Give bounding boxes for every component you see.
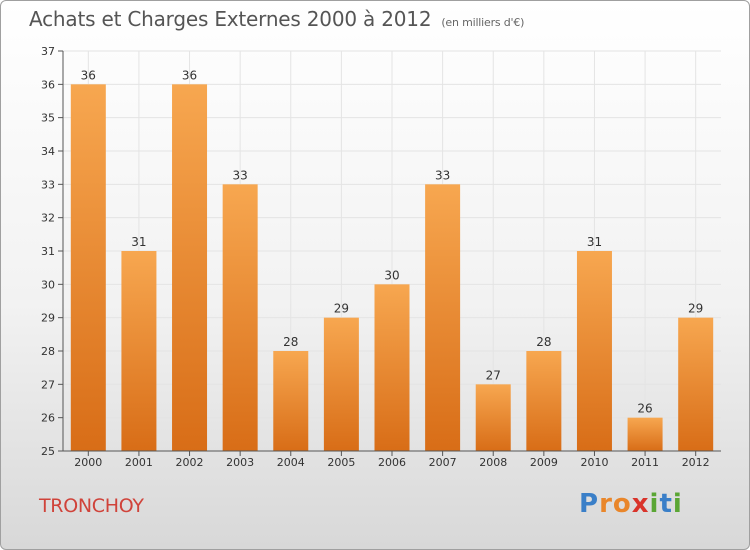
bar-2003: [222, 184, 258, 452]
x-tick-label: 2004: [277, 456, 305, 469]
town-name: TRONCHOY: [39, 495, 144, 517]
logo-letter: x: [631, 489, 650, 519]
logo-letter: r: [599, 489, 613, 519]
logo-letter: o: [612, 489, 632, 519]
data-label: 27: [486, 368, 501, 382]
y-tick-label: 36: [41, 78, 55, 91]
data-label: 33: [435, 168, 450, 182]
chart-title: Achats et Charges Externes 2000 à 2012 (e…: [29, 7, 524, 31]
data-label: 36: [182, 68, 197, 82]
logo-letter: t: [659, 489, 673, 519]
y-tick-label: 28: [41, 345, 55, 358]
x-tick-label: 2002: [176, 456, 204, 469]
data-label: 30: [384, 268, 399, 282]
logo-letter: i: [672, 489, 683, 519]
bar-2005: [323, 317, 359, 451]
bar-2007: [425, 184, 461, 452]
x-tick-label: 2001: [125, 456, 153, 469]
data-label: 31: [587, 235, 602, 249]
y-tick-label: 27: [41, 378, 55, 391]
bar-2011: [627, 417, 663, 451]
data-label: 29: [334, 302, 349, 316]
data-label: 36: [81, 68, 96, 82]
unit-label: (en milliers d'€): [441, 16, 525, 29]
x-tick-label: 2008: [479, 456, 507, 469]
x-tick-label: 2007: [429, 456, 457, 469]
bar-2008: [475, 384, 511, 451]
y-tick-label: 29: [41, 312, 55, 325]
bar-2009: [526, 351, 562, 451]
y-tick-label: 34: [41, 145, 55, 158]
bar-2002: [172, 84, 208, 451]
y-tick-label: 31: [41, 245, 55, 258]
data-label: 33: [233, 168, 248, 182]
y-tick-label: 37: [41, 45, 55, 58]
x-tick-label: 2009: [530, 456, 558, 469]
x-tick-label: 2006: [378, 456, 406, 469]
bar-2006: [374, 284, 410, 451]
x-tick-label: 2003: [226, 456, 254, 469]
x-tick-label: 2012: [682, 456, 710, 469]
x-tick-label: 2000: [74, 456, 102, 469]
y-tick-label: 30: [41, 278, 55, 291]
bar-2004: [273, 351, 309, 451]
data-labels: 36 31 36 33 28 29 30 33 27 28 31 26 29: [81, 68, 704, 415]
title-text: Achats et Charges Externes 2000 à 2012: [29, 7, 432, 31]
axes: 25 26 27 28 29 30 31 32 33 34 35 36 37 2000 2001 2002 20…: [41, 45, 721, 469]
bar-2012: [678, 317, 714, 451]
logo-letter: i: [649, 489, 660, 519]
bar-2001: [121, 251, 157, 451]
logo-letter: P: [579, 489, 600, 519]
y-tick-label: 25: [41, 445, 55, 458]
data-label: 29: [688, 302, 703, 316]
x-tick-label: 2010: [580, 456, 608, 469]
data-label: 26: [637, 402, 652, 416]
data-label: 28: [283, 335, 298, 349]
x-tick-label: 2011: [631, 456, 659, 469]
bar-2010: [576, 251, 612, 451]
y-tick-label: 32: [41, 212, 55, 225]
x-tick-label: 2005: [327, 456, 355, 469]
bar-2000: [70, 84, 106, 451]
y-tick-label: 33: [41, 178, 55, 191]
data-label: 28: [536, 335, 551, 349]
proxiti-logo: Proxiti: [579, 489, 683, 519]
y-tick-label: 26: [41, 412, 55, 425]
y-tick-label: 35: [41, 112, 55, 125]
data-label: 31: [131, 235, 146, 249]
bars: [70, 84, 714, 452]
